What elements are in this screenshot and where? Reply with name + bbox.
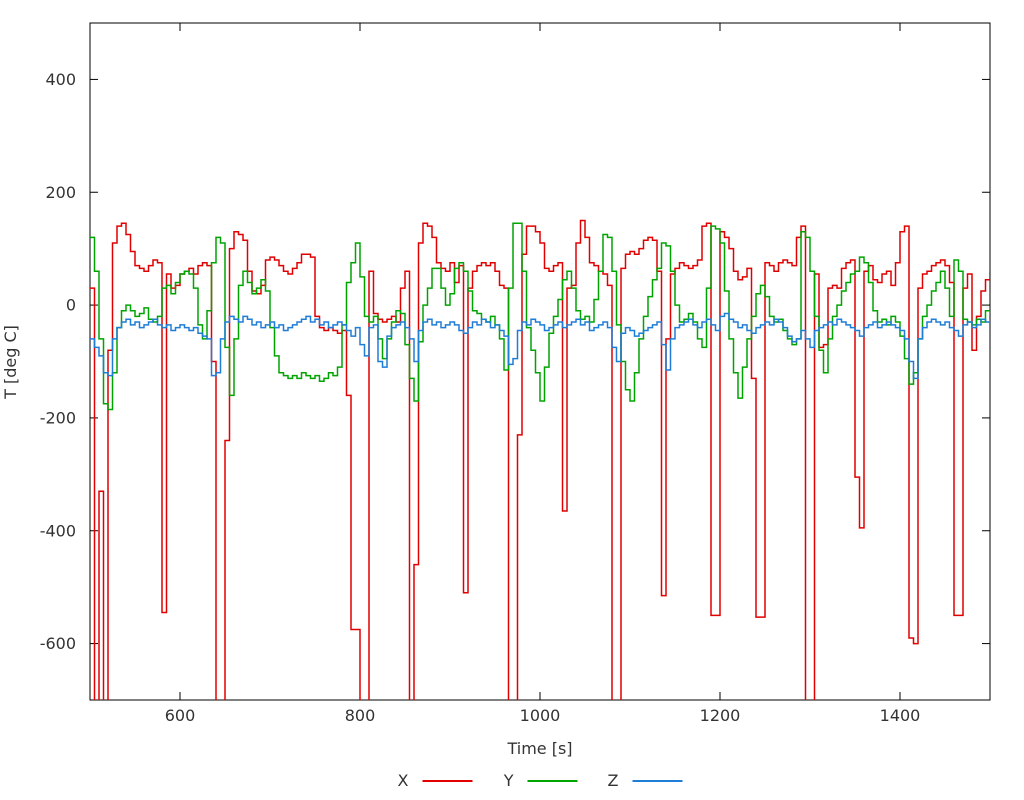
y-tick-label: -400 (40, 521, 76, 540)
legend-label: Z (608, 771, 619, 790)
series-line-y (90, 222, 990, 411)
y-axis-title: T [deg C] (1, 325, 20, 400)
legend-item: X (398, 771, 473, 790)
x-tick-label: 600 (165, 706, 196, 725)
series-line-x (90, 219, 990, 700)
legend-item: Y (503, 771, 578, 790)
legend: X Y Z (398, 771, 683, 790)
x-tick-label: 1400 (880, 706, 921, 725)
legend-label: Y (503, 771, 514, 790)
legend-label: X (398, 771, 409, 790)
x-tick-label: 800 (345, 706, 376, 725)
y-tick-label: 400 (45, 70, 76, 89)
y-tick-label: -200 (40, 408, 76, 427)
axes: 600 800 1000 1200 1400 400 200 0 -200 -400 -600 (40, 22, 991, 725)
x-tick-label: 1000 (520, 706, 561, 725)
x-axis-title: Time [s] (506, 739, 572, 758)
series-lines (90, 219, 990, 700)
legend-item: Z (608, 771, 683, 790)
x-tick-label: 1200 (700, 706, 741, 725)
y-tick-label: -600 (40, 634, 76, 653)
series-line-z (90, 312, 990, 380)
y-tick-label: 200 (45, 183, 76, 202)
y-tick-label: 0 (66, 296, 76, 315)
